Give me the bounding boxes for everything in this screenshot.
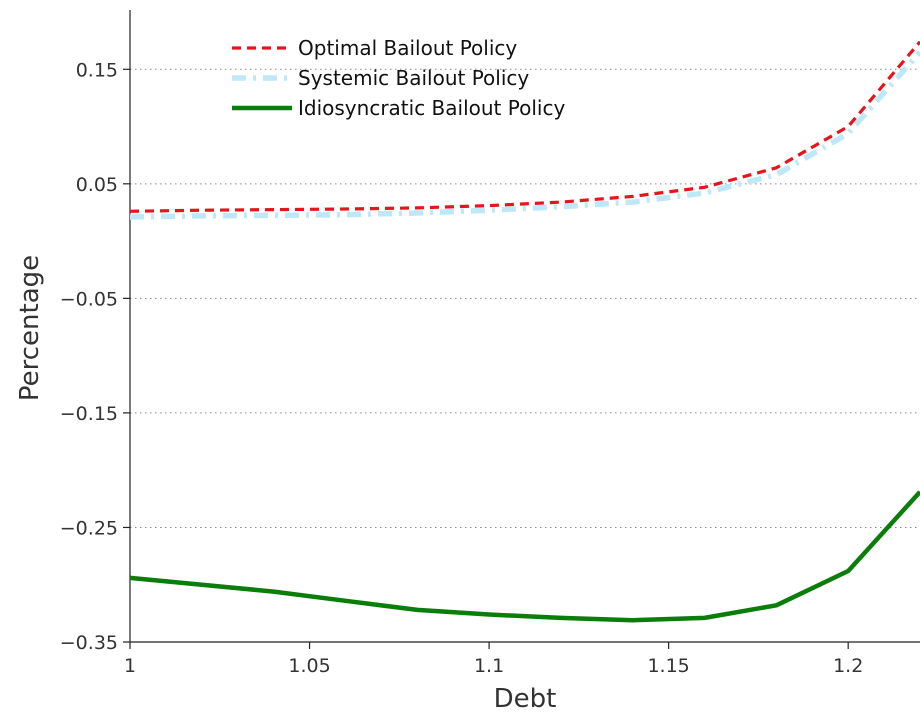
series-line-solid <box>129 490 920 623</box>
x-tick-label: 1 <box>124 655 136 677</box>
x-axis-title: Debt <box>494 684 557 714</box>
y-tick-label: −0.15 <box>60 403 118 425</box>
legend-label: Optimal Bailout Policy <box>298 36 517 60</box>
gridlines <box>130 68 920 528</box>
legend-label: Idiosyncratic Bailout Policy <box>298 96 565 120</box>
y-tick-label: −0.25 <box>60 517 118 539</box>
x-tick-label: 1.2 <box>833 655 863 677</box>
x-tick-label: 1.05 <box>288 655 330 677</box>
series-line-dashed <box>129 40 920 213</box>
x-tick-label: 1.15 <box>647 655 689 677</box>
x-tick-label: 1.1 <box>474 655 504 677</box>
y-ticks: 0.15 0.05 −0.05 −0.15 −0.25 −0.35 <box>60 59 130 654</box>
series-line-dash-dot <box>129 50 920 220</box>
legend-label: Systemic Bailout Policy <box>298 66 529 90</box>
y-tick-label: −0.05 <box>60 288 118 310</box>
series-lines <box>129 40 920 623</box>
legend: Optimal Bailout Policy Systemic Bailout P… <box>232 36 565 120</box>
y-tick-label: −0.35 <box>60 632 118 654</box>
y-tick-label: 0.15 <box>76 59 118 81</box>
x-ticks: 1 1.05 1.1 1.15 1.2 <box>124 642 863 677</box>
axes <box>129 10 920 643</box>
y-axis-title: Percentage <box>15 255 45 401</box>
y-tick-label: 0.05 <box>76 174 118 196</box>
